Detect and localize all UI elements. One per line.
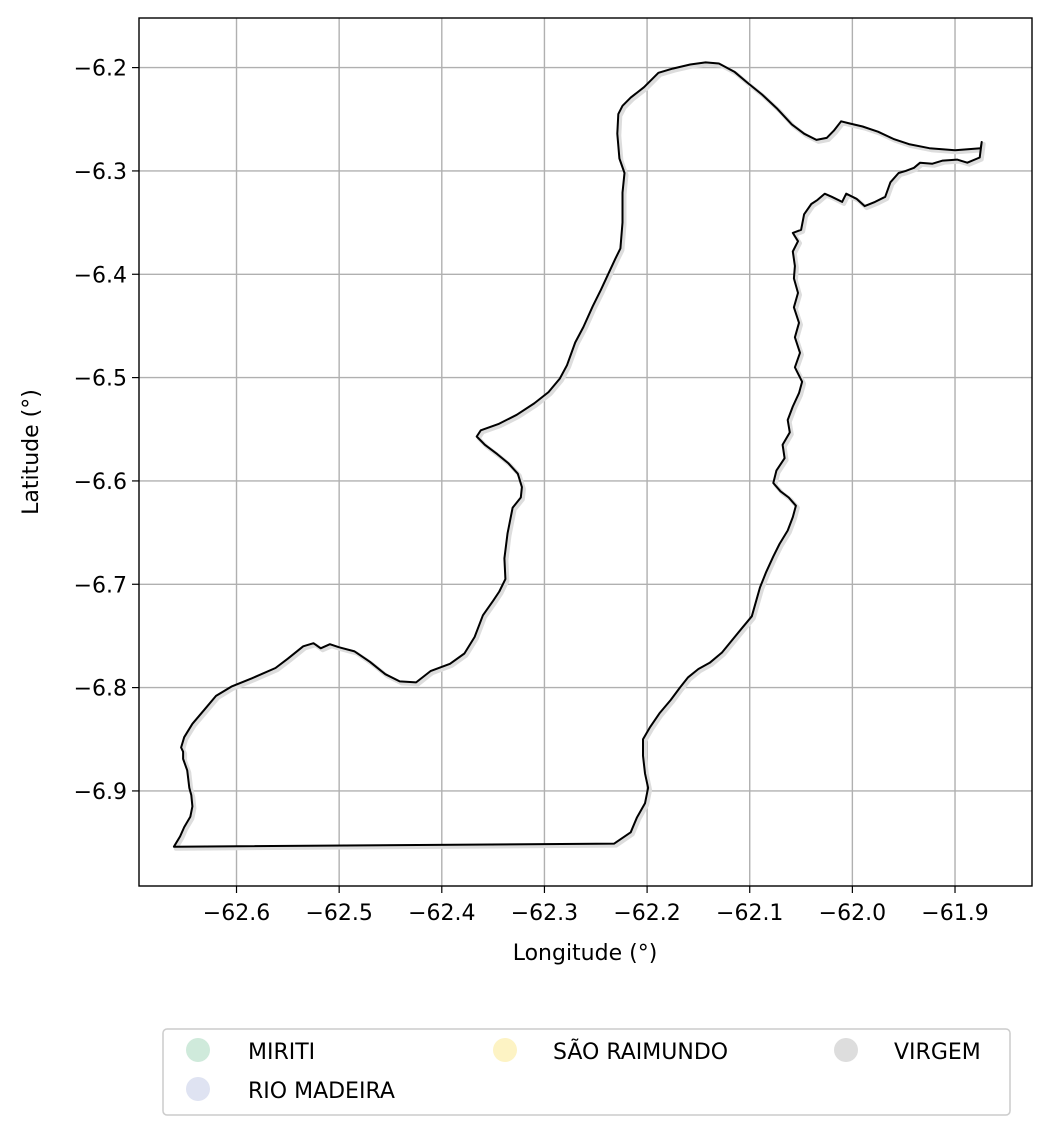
y-axis-label: Latitude (°)	[19, 389, 44, 515]
legend-marker-virgem	[834, 1038, 858, 1062]
region-boundary	[172, 61, 983, 848]
y-tick-label: −6.7	[74, 573, 127, 598]
x-tick-label: −62.3	[511, 901, 578, 926]
x-axis-ticks: −62.6 −62.5 −62.4 −62.3 −62.2 −62.1 −62.0 −61.9	[203, 886, 989, 926]
grid-lines-horizontal	[139, 66, 1032, 792]
x-axis-label: Longitude (°)	[513, 941, 658, 966]
y-tick-label: −6.6	[74, 470, 127, 495]
legend-marker-miriti	[186, 1038, 210, 1062]
legend: MIRITI SÃO RAIMUNDO VIRGEM RIO MADEIRA	[162, 1028, 1011, 1116]
legend-label-rio-madeira: RIO MADEIRA	[248, 1079, 395, 1104]
y-tick-label: −6.8	[74, 677, 127, 702]
y-tick-label: −6.2	[74, 57, 127, 82]
x-tick-label: −62.0	[819, 901, 886, 926]
legend-label-sao-raimundo: SÃO RAIMUNDO	[553, 1038, 728, 1065]
legend-marker-rio-madeira	[186, 1077, 210, 1101]
x-tick-label: −62.4	[408, 901, 475, 926]
x-tick-label: −62.5	[305, 901, 372, 926]
y-tick-label: −6.4	[74, 263, 127, 288]
grid-lines-vertical	[235, 18, 956, 886]
legend-frame	[162, 1028, 1011, 1116]
plot-frame	[138, 17, 1033, 887]
shaded-region-virgem	[173, 62, 986, 851]
x-tick-label: −62.6	[203, 901, 270, 926]
x-tick-label: −62.2	[613, 901, 680, 926]
x-tick-label: −62.1	[716, 901, 783, 926]
y-tick-label: −6.3	[74, 160, 127, 185]
legend-marker-sao-raimundo	[493, 1038, 517, 1062]
legend-label-miriti: MIRITI	[248, 1040, 315, 1065]
map-plot-area	[138, 17, 1033, 887]
y-tick-label: −6.9	[74, 780, 127, 805]
y-axis-ticks: −6.2 −6.3 −6.4 −6.5 −6.6 −6.7 −6.8 −6.9	[74, 57, 139, 805]
y-tick-label: −6.5	[74, 367, 127, 392]
x-tick-label: −61.9	[921, 901, 988, 926]
legend-label-virgem: VIRGEM	[894, 1040, 981, 1065]
